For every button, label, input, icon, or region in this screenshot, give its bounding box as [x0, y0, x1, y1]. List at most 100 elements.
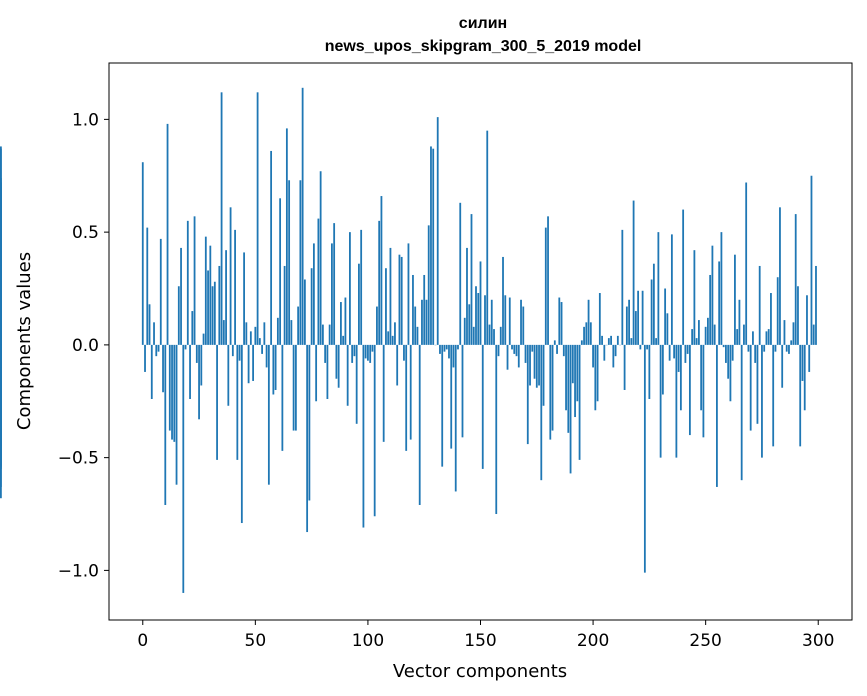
bar — [371, 344, 374, 352]
bar — [238, 344, 241, 361]
bar — [535, 344, 538, 388]
bar — [610, 335, 612, 345]
bar — [256, 92, 259, 345]
bar — [637, 290, 640, 345]
bar — [486, 130, 489, 345]
bar — [747, 344, 750, 352]
x-tick-label: 250 — [689, 631, 721, 651]
bar — [526, 344, 529, 445]
bar — [164, 344, 167, 505]
bar — [544, 227, 547, 345]
bar — [389, 247, 392, 345]
bar — [488, 324, 491, 345]
y-axis-label: Components values — [14, 252, 35, 430]
bar — [702, 344, 705, 438]
bar — [211, 286, 214, 345]
bar — [621, 229, 624, 345]
bar — [344, 297, 347, 345]
bar — [594, 344, 597, 411]
bar — [148, 304, 151, 345]
y-axis-ticks: −1.0 −0.5 0.0 0.5 1.0 — [58, 110, 109, 581]
bar — [245, 322, 248, 345]
bar — [709, 274, 712, 345]
bar — [342, 335, 345, 345]
bar — [285, 128, 288, 345]
chart-title: силин — [459, 15, 507, 32]
bar — [281, 344, 284, 451]
bar — [150, 344, 153, 399]
bar — [743, 324, 745, 345]
bar — [355, 344, 358, 424]
bar — [321, 324, 324, 345]
bar — [382, 344, 385, 442]
bar — [301, 87, 304, 345]
bar — [409, 344, 412, 440]
bar — [607, 338, 610, 345]
bar — [632, 200, 635, 345]
bar — [785, 344, 788, 352]
bar — [146, 227, 149, 345]
bar — [430, 146, 432, 345]
bar — [288, 180, 291, 345]
bar — [265, 344, 268, 368]
bar — [353, 344, 356, 357]
bars-group — [0, 87, 817, 593]
bar — [679, 344, 682, 411]
bar — [421, 299, 423, 345]
bar — [601, 335, 603, 345]
plot-frame — [108, 62, 853, 621]
bar — [612, 344, 615, 368]
bar — [209, 245, 212, 345]
bar — [0, 178, 2, 345]
bar — [598, 293, 601, 345]
bar — [218, 265, 221, 345]
bar — [776, 277, 779, 345]
bar — [661, 344, 664, 395]
bar — [508, 297, 511, 345]
bar — [484, 295, 486, 345]
bar — [202, 333, 205, 345]
bar — [502, 256, 504, 345]
bar — [220, 92, 223, 345]
bar — [380, 196, 383, 345]
bar — [267, 344, 270, 485]
bar — [538, 344, 540, 386]
bar — [698, 320, 700, 345]
x-axis-ticks: 0 50 100 150 200 250 300 — [137, 620, 834, 651]
x-axis-label: Vector components — [393, 661, 567, 682]
bar — [479, 261, 482, 345]
bar — [162, 344, 164, 393]
bar — [0, 344, 2, 359]
bar — [294, 344, 297, 431]
bar — [603, 344, 606, 361]
bar — [227, 344, 230, 406]
bar — [412, 274, 414, 345]
bar — [416, 326, 419, 345]
bar — [261, 344, 263, 354]
bar — [481, 344, 484, 469]
bar — [258, 338, 261, 345]
bar — [540, 344, 543, 481]
bar — [790, 340, 793, 345]
bar — [191, 311, 194, 345]
bar — [664, 288, 667, 345]
bar — [310, 268, 313, 345]
bar — [360, 229, 363, 345]
bar — [351, 344, 354, 363]
bar — [736, 329, 739, 345]
bar — [234, 229, 236, 345]
bar — [222, 320, 225, 345]
bar — [810, 175, 813, 345]
bar — [141, 162, 144, 345]
bar — [752, 331, 754, 345]
bar — [204, 236, 207, 345]
bar — [650, 279, 653, 345]
bar — [349, 232, 351, 345]
x-tick-label: 200 — [577, 631, 609, 651]
bar — [641, 290, 644, 345]
bar — [783, 320, 786, 345]
bar — [445, 344, 448, 350]
bar — [592, 344, 594, 368]
bar — [738, 299, 741, 345]
